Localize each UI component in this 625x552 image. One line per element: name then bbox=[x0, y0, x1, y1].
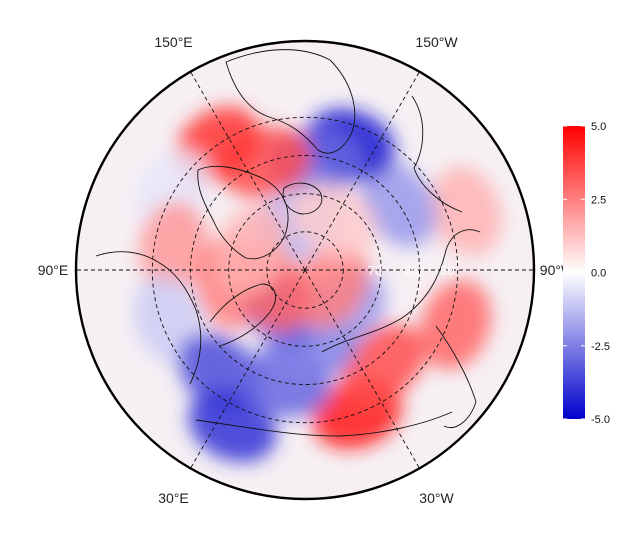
longitude-label: 150°W bbox=[415, 34, 458, 50]
asia-interior-border bbox=[195, 411, 453, 437]
anomaly-field bbox=[133, 106, 503, 463]
latitude-labels: 50° 60° 70° bbox=[368, 263, 460, 278]
anomaly-region bbox=[360, 161, 438, 247]
siberia-coast bbox=[321, 229, 481, 353]
coastlines bbox=[95, 49, 481, 437]
longitude-label: 30°E bbox=[158, 490, 189, 506]
anomaly-region bbox=[177, 332, 261, 412]
meridian-line bbox=[190, 269, 306, 469]
meridian-line bbox=[304, 71, 420, 271]
map-border bbox=[74, 39, 536, 501]
parallel-circle bbox=[228, 193, 382, 347]
colorbar-tick-label: 5.0 bbox=[591, 121, 606, 133]
alaska-coast bbox=[411, 95, 463, 213]
meridian-line bbox=[304, 269, 420, 469]
longitude-label: 30°W bbox=[419, 490, 454, 506]
colorbar-ticks: 5.0 2.5 0.0 -2.5 -5.0 bbox=[563, 121, 610, 426]
colorbar-tick-label: 2.5 bbox=[591, 194, 606, 206]
anomaly-region bbox=[419, 280, 492, 370]
arctic-islands bbox=[282, 182, 323, 215]
map-disk: 50° 60° 70° bbox=[76, 41, 534, 499]
longitude-label: 90°E bbox=[38, 262, 69, 278]
colorbar: 5.0 2.5 0.0 -2.5 -5.0 bbox=[563, 121, 610, 426]
parallel-circle bbox=[151, 116, 459, 424]
graticule bbox=[76, 71, 534, 469]
greenland-coast bbox=[197, 165, 289, 260]
kamchatka-coast bbox=[435, 325, 477, 428]
anomaly-region bbox=[215, 205, 287, 296]
colorbar-tick-label: 0.0 bbox=[591, 268, 606, 280]
latitude-label: 60° bbox=[404, 263, 424, 278]
latitude-label: 70° bbox=[368, 263, 388, 278]
meridian-line bbox=[190, 71, 306, 271]
colorbar-tick-label: -2.5 bbox=[591, 341, 610, 353]
colorbar-tick-label: -5.0 bbox=[591, 414, 610, 426]
europe-coast bbox=[95, 251, 202, 385]
latitude-label: 50° bbox=[440, 263, 460, 278]
anomaly-region bbox=[342, 324, 425, 404]
longitude-label: 150°E bbox=[154, 34, 192, 50]
anomaly-region bbox=[430, 166, 503, 257]
north-america-coast bbox=[225, 49, 356, 154]
colorbar-gradient bbox=[563, 126, 585, 419]
